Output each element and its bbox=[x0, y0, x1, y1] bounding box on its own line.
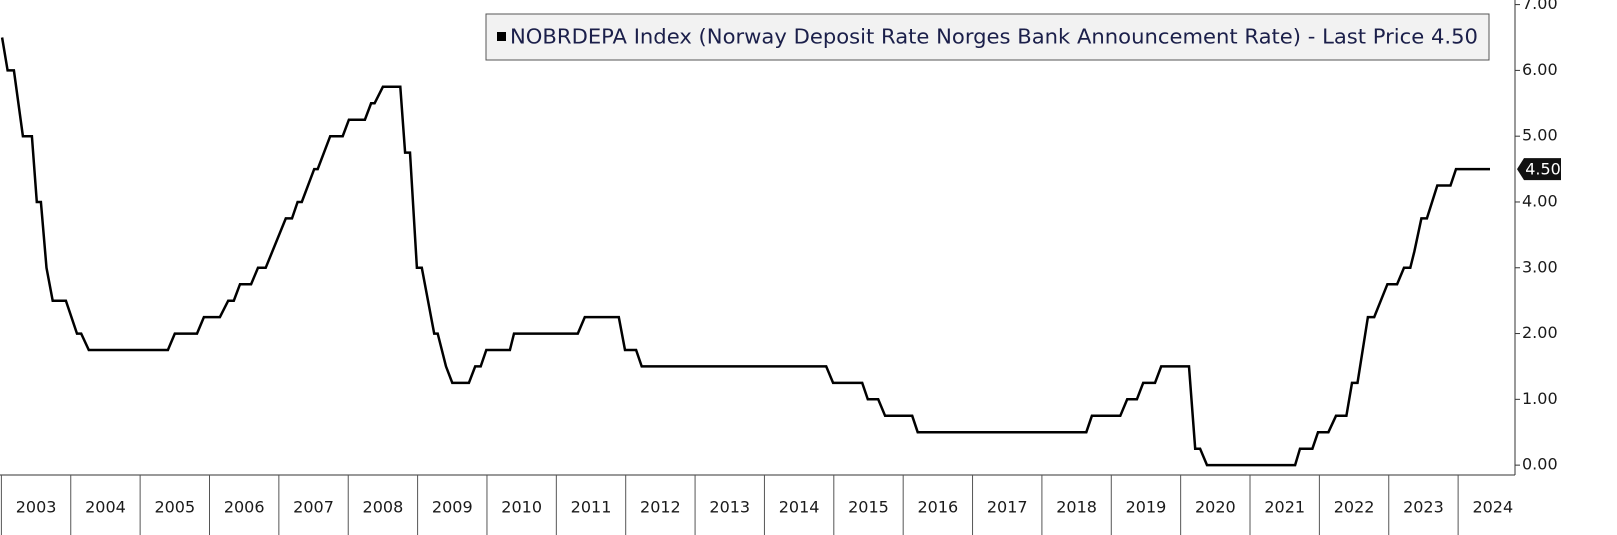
y-tick-label: 0.00 bbox=[1522, 455, 1558, 474]
x-tick-label: 2024 bbox=[1472, 498, 1513, 517]
y-tick-label: 3.00 bbox=[1522, 257, 1558, 276]
x-tick-label: 2009 bbox=[432, 498, 473, 517]
x-tick-label: 2017 bbox=[987, 498, 1028, 517]
x-tick-label: 2019 bbox=[1126, 498, 1167, 517]
x-tick-label: 2013 bbox=[709, 498, 750, 517]
x-tick-label: 2020 bbox=[1195, 498, 1236, 517]
last-value-marker bbox=[1517, 158, 1561, 181]
x-tick-label: 2021 bbox=[1264, 498, 1305, 517]
x-tick-label: 2012 bbox=[640, 498, 681, 517]
x-tick-label: 2008 bbox=[363, 498, 404, 517]
x-tick-label: 2010 bbox=[501, 498, 542, 517]
x-tick-label: 2015 bbox=[848, 498, 889, 517]
x-tick-label: 2005 bbox=[154, 498, 195, 517]
y-tick-label: 6.00 bbox=[1522, 60, 1558, 79]
data-line bbox=[0, 37, 1490, 467]
y-tick-label: 4.00 bbox=[1522, 191, 1558, 210]
y-tick-label: 1.00 bbox=[1522, 389, 1558, 408]
x-tick-label: 2014 bbox=[779, 498, 820, 517]
x-tick-label: 2023 bbox=[1403, 498, 1444, 517]
x-tick-label: 2022 bbox=[1334, 498, 1375, 517]
y-tick-label: 7.00 bbox=[1522, 0, 1558, 13]
legend-label: NOBRDEPA Index (Norway Deposit Rate Norg… bbox=[510, 25, 1478, 49]
x-tick-label: 2011 bbox=[571, 498, 612, 517]
x-tick-label: 2003 bbox=[16, 498, 57, 517]
y-tick-label: 5.00 bbox=[1522, 126, 1558, 145]
x-tick-label: 2016 bbox=[917, 498, 958, 517]
x-tick-label: 2018 bbox=[1056, 498, 1097, 517]
x-tick-label: 2004 bbox=[85, 498, 126, 517]
last-value-label: 4.50 bbox=[1525, 160, 1561, 179]
x-tick-label: 2007 bbox=[293, 498, 334, 517]
y-tick-label: 2.00 bbox=[1522, 323, 1558, 342]
x-tick-label: 2006 bbox=[224, 498, 265, 517]
legend-box bbox=[485, 13, 1490, 61]
legend-swatch bbox=[497, 32, 506, 41]
